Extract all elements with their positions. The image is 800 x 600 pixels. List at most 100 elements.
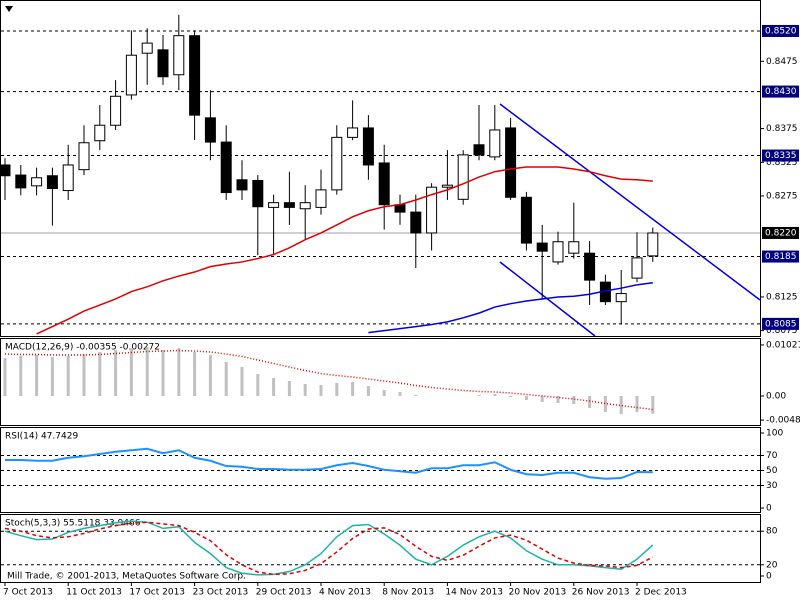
indicator-line — [5, 447, 653, 480]
candle-body — [0, 164, 11, 177]
indicator-title: MACD(12,26,9) -0.00355 -0.00272 — [5, 343, 160, 353]
candle-body — [536, 242, 548, 252]
indicator-title: Stoch(5,3,3) 55.5118 33.9466 — [5, 519, 141, 529]
watermark: Mill Trade, © 2001-2013, MetaQuotes Soft… — [7, 572, 246, 582]
y-tick-label: 70 — [766, 451, 778, 461]
candle-body — [631, 257, 643, 279]
candle-body — [552, 241, 564, 263]
indicator-title: RSI(14) 47.7429 — [5, 432, 78, 442]
histogram-bar — [19, 356, 23, 396]
candle-body — [505, 127, 517, 198]
panel-frame — [0, 338, 761, 426]
candle-body — [110, 95, 122, 126]
x-tick-label: 23 Oct 2013 — [193, 588, 249, 598]
histogram-bar — [129, 348, 133, 396]
y-tick-label: 80 — [766, 527, 778, 537]
histogram-bar — [256, 374, 260, 396]
histogram-bar — [208, 355, 212, 396]
histogram-bar — [635, 396, 639, 412]
candle-body — [568, 241, 580, 254]
x-tick-label: 29 Oct 2013 — [256, 588, 312, 598]
histogram-bar — [588, 396, 592, 408]
candle-body — [173, 35, 185, 76]
histogram-bar — [509, 396, 513, 397]
histogram-bar — [651, 396, 655, 414]
y-tick-label: 0.01021 — [766, 340, 800, 350]
histogram-bar — [398, 392, 402, 396]
histogram-bar — [366, 386, 370, 396]
indicator-line — [4, 349, 653, 411]
candle-body — [473, 144, 485, 156]
y-tick-label: 20 — [766, 560, 778, 570]
y-tick-label: 0.00 — [766, 392, 786, 402]
y-tick-label: 0.8275 — [766, 191, 798, 201]
y-tick-label: 30 — [766, 481, 778, 491]
candle-body — [584, 252, 596, 281]
histogram-bar — [177, 348, 181, 396]
candle-body — [15, 174, 27, 189]
histogram-bar — [351, 382, 355, 396]
histogram-bar — [145, 347, 149, 396]
y-tick-label: 100 — [766, 429, 783, 439]
price-label-box — [762, 226, 799, 239]
x-tick-label: 8 Nov 2013 — [382, 588, 434, 598]
x-tick-label: 26 Nov 2013 — [572, 588, 630, 598]
histogram-bar — [556, 396, 560, 403]
candle-body — [315, 189, 327, 208]
y-tick-label: -0.00482 — [766, 416, 800, 426]
histogram-bar — [303, 384, 307, 396]
indicator-line — [4, 520, 654, 576]
histogram-bar — [3, 358, 7, 396]
level-label-box — [762, 24, 799, 37]
candle-body — [441, 184, 453, 188]
candle-body — [78, 142, 90, 171]
candle-body — [410, 211, 422, 234]
level-label-box — [762, 149, 799, 162]
chart-menu-icon[interactable] — [5, 6, 13, 12]
histogram-bar — [619, 396, 623, 414]
indicator-line — [368, 282, 653, 334]
y-tick-label: 0.8325 — [766, 158, 798, 168]
histogram-bar — [35, 355, 39, 396]
price-label: 0.8220 — [765, 228, 797, 238]
x-tick-label: 11 Oct 2013 — [66, 588, 122, 598]
x-tick-label: 2 Dec 2013 — [635, 588, 687, 598]
level-label: 0.8430 — [765, 87, 797, 97]
level-label-box — [762, 85, 799, 98]
histogram-bar — [161, 350, 165, 396]
histogram-bar — [524, 396, 528, 400]
histogram-bar — [193, 352, 197, 396]
candle-body — [220, 141, 232, 194]
candle-body — [141, 42, 153, 54]
level-label: 0.8085 — [765, 319, 797, 329]
level-label-box — [762, 250, 799, 263]
candle-body — [268, 202, 280, 208]
candle-body — [647, 232, 659, 257]
candle-body — [125, 54, 137, 96]
y-tick-label: 50 — [766, 466, 778, 476]
candle-body — [615, 293, 627, 303]
indicator-line — [36, 166, 653, 335]
histogram-bar — [224, 362, 228, 396]
y-tick-label: 0.8125 — [766, 292, 798, 302]
candle-body — [378, 162, 390, 206]
candle-body — [62, 164, 74, 192]
histogram-bar — [477, 395, 481, 396]
y-tick-label: 0.8375 — [766, 124, 798, 134]
histogram-bar — [414, 395, 418, 396]
trend-line — [499, 103, 761, 301]
indicator-line — [4, 521, 654, 576]
histogram-bar — [240, 367, 244, 396]
candle-body — [520, 196, 532, 244]
level-label: 0.8520 — [765, 26, 797, 36]
candle-body — [426, 186, 438, 234]
histogram-bar — [114, 350, 118, 396]
candle-body — [489, 129, 501, 158]
x-tick-label: 20 Nov 2013 — [509, 588, 567, 598]
candle-body — [204, 117, 216, 143]
x-tick-label: 7 Oct 2013 — [3, 588, 53, 598]
x-tick-label: 17 Oct 2013 — [129, 588, 185, 598]
panel-frame — [0, 427, 761, 513]
